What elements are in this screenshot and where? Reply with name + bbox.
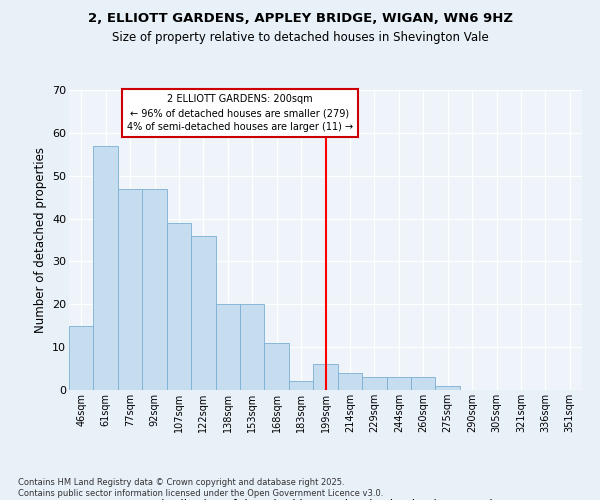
Text: 2 ELLIOTT GARDENS: 200sqm
← 96% of detached houses are smaller (279)
4% of semi-: 2 ELLIOTT GARDENS: 200sqm ← 96% of detac…	[127, 94, 353, 132]
Bar	[289, 382, 313, 390]
Bar	[215, 304, 240, 390]
Bar	[240, 304, 265, 390]
X-axis label: Distribution of detached houses by size in Shevington Vale: Distribution of detached houses by size …	[151, 499, 499, 500]
Bar	[191, 236, 215, 390]
Bar	[94, 146, 118, 390]
Bar	[69, 326, 94, 390]
Bar	[142, 188, 167, 390]
Bar	[265, 343, 289, 390]
Bar	[167, 223, 191, 390]
Y-axis label: Number of detached properties: Number of detached properties	[34, 147, 47, 333]
Bar	[362, 377, 386, 390]
Bar	[338, 373, 362, 390]
Bar	[411, 377, 436, 390]
Bar	[313, 364, 338, 390]
Bar	[118, 188, 142, 390]
Bar	[386, 377, 411, 390]
Text: Size of property relative to detached houses in Shevington Vale: Size of property relative to detached ho…	[112, 31, 488, 44]
Text: Contains HM Land Registry data © Crown copyright and database right 2025.
Contai: Contains HM Land Registry data © Crown c…	[18, 478, 383, 498]
Text: 2, ELLIOTT GARDENS, APPLEY BRIDGE, WIGAN, WN6 9HZ: 2, ELLIOTT GARDENS, APPLEY BRIDGE, WIGAN…	[88, 12, 512, 26]
Bar	[436, 386, 460, 390]
